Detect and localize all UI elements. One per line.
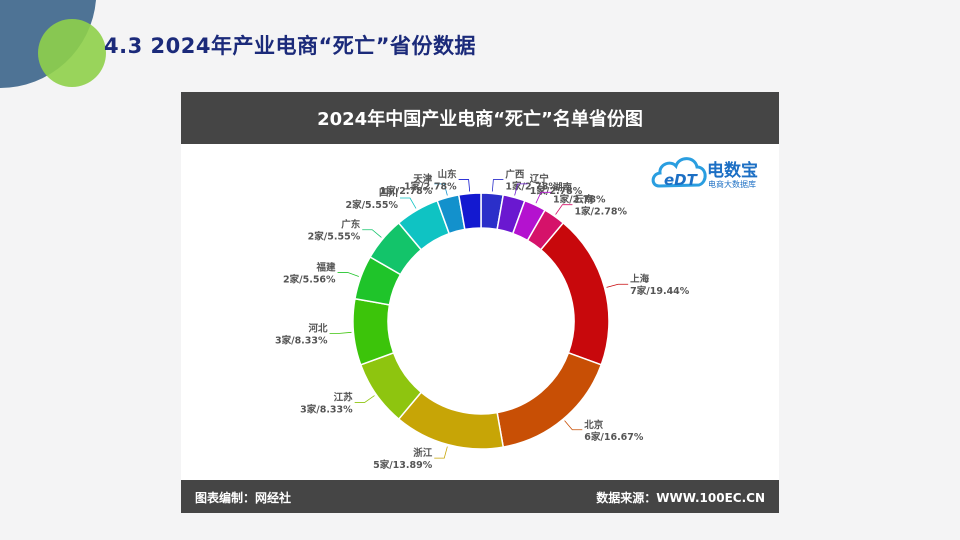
slice-label-value: 3家/8.33% (300, 403, 353, 415)
slice-label-value: 2家/5.56% (283, 273, 336, 285)
slice-河北 (352, 297, 395, 366)
slice-label-name: 山东 (438, 169, 458, 181)
leader-line-福建 (337, 272, 359, 277)
slice-label-name: 四川 (379, 188, 398, 199)
slice-label-name: 江苏 (334, 391, 354, 403)
logo: eDT 电数宝 电商大数据库 (651, 152, 776, 196)
logo-name: 电数宝 (707, 161, 758, 181)
slice-label-name: 北京 (584, 419, 604, 431)
leader-line-天津 (434, 183, 448, 196)
slide-title: 4.3 2024年产业电商“死亡”省份数据 (104, 34, 477, 58)
slice-label-value: 6家/16.67% (584, 431, 644, 443)
leader-line-北京 (564, 420, 583, 431)
chart-title: 2024年中国产业电商“死亡”名单省份图 (181, 92, 779, 144)
logo-subtitle: 电商大数据库 (708, 180, 756, 189)
corner-decoration (0, 0, 106, 89)
leader-line-辽宁 (514, 183, 528, 196)
slice-label-value: 3家/8.33% (275, 334, 328, 346)
slice-label-name: 辽宁 (530, 173, 550, 185)
leader-line-山东 (458, 179, 471, 192)
chart-footer: 图表编制：网经社 数据来源：WWW.100EC.CN (181, 480, 779, 513)
slice-label-name: 上海 (630, 273, 650, 285)
leader-line-广东 (362, 229, 382, 238)
slice-label-value: 2家/5.55% (345, 199, 398, 211)
slice-label-value: 2家/5.55% (308, 231, 361, 243)
slice-label-name: 广西 (505, 169, 525, 181)
slice-label-value: 1家/2.78% (530, 185, 583, 197)
leader-line-浙江 (434, 446, 448, 459)
slice-label-name: 天津 (413, 173, 433, 185)
leader-line-四川 (400, 197, 417, 209)
svg-text:eDT: eDT (664, 171, 699, 189)
footer-credit: 图表编制：网经社 (195, 491, 292, 505)
footer-source: 数据来源：WWW.100EC.CN (596, 491, 765, 505)
leader-line-上海 (606, 283, 629, 288)
slice-label-name: 福建 (316, 261, 337, 273)
slice-label-name: 广东 (341, 219, 361, 231)
leader-line-湖南 (535, 191, 552, 204)
leader-line-云南 (555, 204, 573, 215)
slice-label-value: 5家/13.89% (373, 459, 433, 471)
chart-card: 2024年中国产业电商“死亡”名单省份图 eDT 电数宝 电商大数据库 广西 1家… (181, 92, 779, 513)
slice-label-value: 7家/19.44% (630, 285, 690, 297)
leader-line-广西 (491, 179, 504, 192)
slice-上海 (539, 221, 610, 366)
slice-label-name: 云南 (574, 194, 594, 206)
leader-line-河北 (329, 331, 352, 334)
slice-山东 (457, 192, 482, 231)
slice-label-value: 1家/2.78% (574, 206, 627, 218)
slice-label-name: 湖南 (553, 181, 573, 193)
slice-label-value: 1家/2.78% (380, 185, 433, 197)
slice-label-value: 1家/2.78% (553, 193, 606, 205)
slice-label-value: 1家/2.78% (404, 181, 457, 193)
cloud-logo-icon: eDT (651, 157, 707, 189)
donut-chart: 广西1家/2.78%辽宁1家/2.78%湖南1家/2.78%云南1家/2.78%… (275, 169, 690, 472)
slice-label-name: 河北 (309, 322, 329, 334)
slice-label-name: 浙江 (413, 447, 433, 459)
leader-line-江苏 (354, 395, 375, 403)
